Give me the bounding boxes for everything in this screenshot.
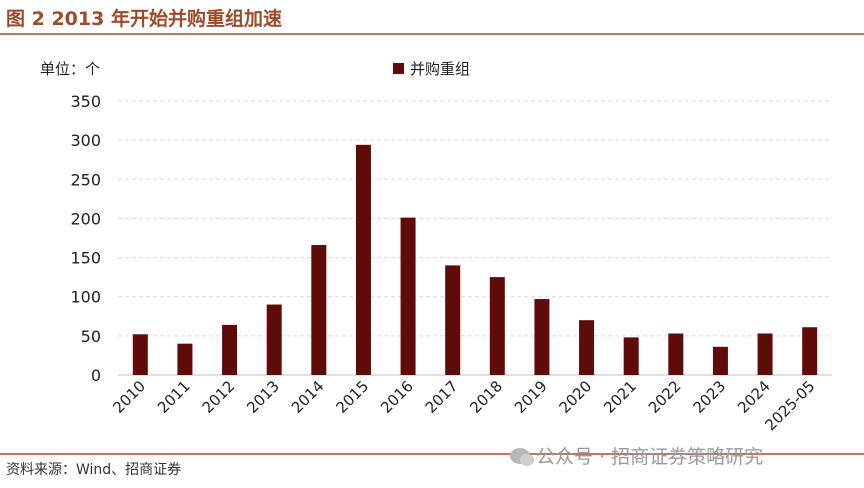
x-tick-label: 2015 xyxy=(333,377,373,417)
legend-swatch xyxy=(393,63,404,74)
y-tick-label: 150 xyxy=(70,249,101,268)
bar xyxy=(802,327,818,375)
x-tick-label: 2025-05 xyxy=(761,377,818,434)
title-divider xyxy=(0,33,864,35)
x-tick-label: 2019 xyxy=(511,377,551,417)
x-tick-label: 2020 xyxy=(556,377,596,417)
bar xyxy=(712,346,728,375)
bar xyxy=(534,299,550,375)
x-tick-label: 2011 xyxy=(154,377,194,417)
bar xyxy=(177,343,193,375)
x-tick-label: 2017 xyxy=(422,377,462,417)
y-tick-label: 100 xyxy=(70,288,101,307)
y-tick-label: 350 xyxy=(70,92,101,111)
x-tick-label: 2022 xyxy=(645,377,685,417)
x-tick-label: 2014 xyxy=(288,377,328,417)
y-tick-label: 300 xyxy=(70,131,101,150)
watermark: 公众号 · 招商证券策略研究 xyxy=(510,442,763,469)
y-tick-label: 200 xyxy=(70,209,101,228)
unit-label: 单位：个 xyxy=(40,60,101,78)
x-tick-label: 2023 xyxy=(690,377,730,417)
bar xyxy=(445,265,461,375)
footer-divider xyxy=(0,453,864,455)
bar xyxy=(266,304,282,375)
y-tick-label: 50 xyxy=(81,327,101,346)
x-tick-label: 2010 xyxy=(109,377,149,417)
x-tick-label: 2016 xyxy=(377,377,417,417)
bar xyxy=(132,334,148,375)
y-tick-label: 0 xyxy=(91,366,101,385)
source-note: 资料来源：Wind、招商证券 xyxy=(6,462,182,478)
x-tick-label: 2021 xyxy=(600,377,640,417)
bar xyxy=(579,320,595,375)
bar xyxy=(489,277,505,375)
watermark-text: 公众号 · 招商证券策略研究 xyxy=(536,446,764,468)
bar xyxy=(400,217,416,375)
x-tick-label: 2012 xyxy=(199,377,239,417)
x-tick-label: 2024 xyxy=(734,377,774,417)
bar xyxy=(668,333,684,375)
legend-label: 并购重组 xyxy=(410,60,471,78)
y-tick-label: 250 xyxy=(70,170,101,189)
x-tick-label: 2018 xyxy=(466,377,506,417)
bar xyxy=(623,337,639,375)
wechat-icon xyxy=(510,447,534,466)
bar xyxy=(311,245,327,375)
bar xyxy=(355,144,371,375)
x-tick-label: 2013 xyxy=(243,377,283,417)
legend: 并购重组 xyxy=(393,58,470,79)
chart-title: 图 2 2013 年开始并购重组加速 xyxy=(6,8,282,30)
bar xyxy=(757,333,773,375)
bar xyxy=(222,324,238,375)
